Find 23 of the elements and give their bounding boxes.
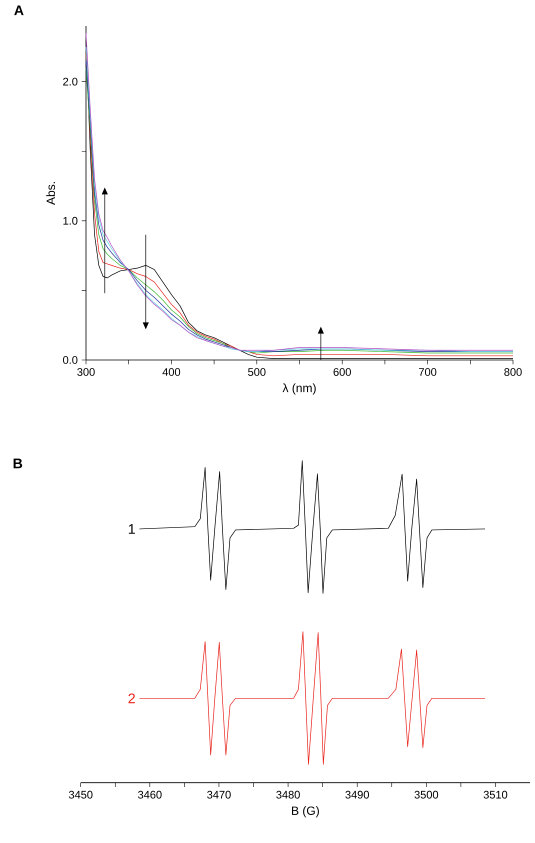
x-tick-label: 3500 <box>414 790 438 799</box>
x-tick-label: 700 <box>418 368 436 376</box>
x-tick-label: 300 <box>77 368 95 376</box>
y-tick-label: 0.0 <box>63 356 78 364</box>
x-tick-label: 800 <box>504 368 522 376</box>
series-label: 1 <box>128 524 135 534</box>
x-tick-label: 3480 <box>276 790 300 799</box>
chart-title: A <box>14 6 24 16</box>
x-tick-label: 600 <box>334 368 351 376</box>
series-label: 2 <box>128 693 135 704</box>
x-tick-label: 500 <box>248 368 266 376</box>
chart-title: B <box>14 458 22 468</box>
x-tick-label: 3460 <box>138 790 162 799</box>
x-tick-label: 3490 <box>345 790 369 799</box>
y-tick-label: 1.0 <box>63 216 78 225</box>
y-axis-title: Abs. <box>46 182 56 205</box>
x-axis-title: λ (nm) <box>282 383 316 395</box>
x-tick-label: 3510 <box>484 790 508 799</box>
x-tick-label: 400 <box>162 368 180 376</box>
x-tick-label: 3450 <box>68 790 92 799</box>
x-tick-label: 3470 <box>207 790 231 799</box>
y-tick-label: 2.0 <box>63 78 78 86</box>
x-axis-title: B (G) <box>292 806 319 818</box>
